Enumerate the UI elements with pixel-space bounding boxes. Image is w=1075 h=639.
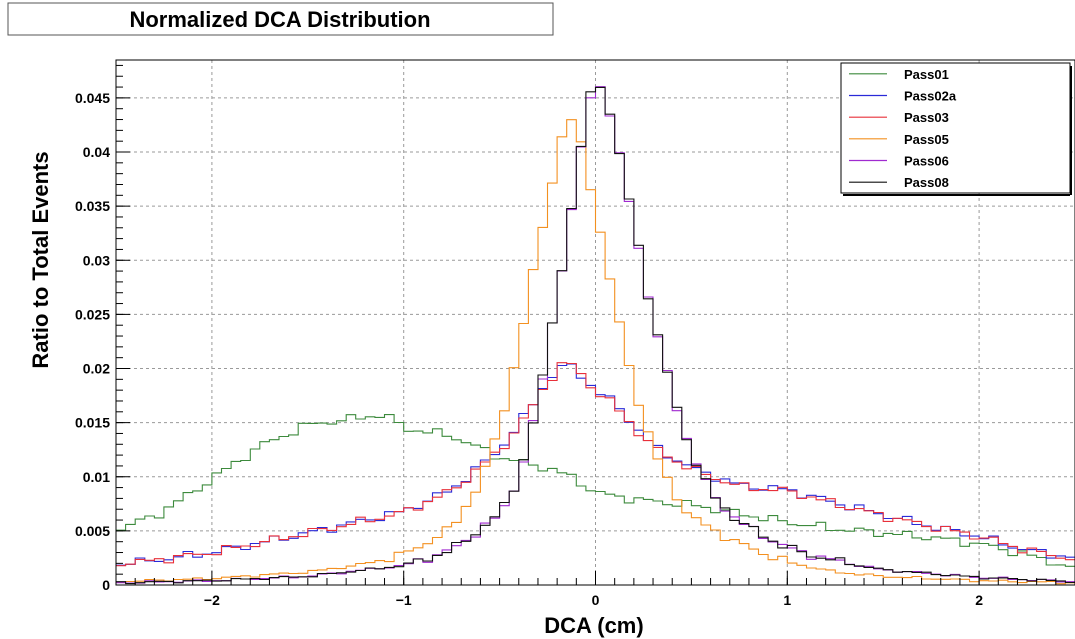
legend-label-pass01: Pass01 — [904, 67, 949, 82]
y-tick-label: 0 — [102, 577, 110, 593]
y-tick-label: 0.045 — [75, 90, 110, 106]
legend: Pass01 Pass02a Pass03 Pass05 Pass06 Pass08 — [840, 62, 1072, 196]
series-line-pass03 — [116, 362, 1075, 567]
y-tick-label: 0.04 — [83, 144, 110, 160]
y-tick-label: 0.005 — [75, 523, 110, 539]
x-tick-label: 1 — [783, 592, 791, 608]
title-box: Normalized DCA Distribution — [7, 2, 554, 36]
x-tick-label: 2 — [975, 592, 983, 608]
legend-label-pass03: Pass03 — [904, 110, 949, 125]
y-tick-label: 0.03 — [83, 252, 110, 268]
axes: −2 −1 0 1 2 0 0.005 0.01 0.015 0.02 0.025 0.03 0.035… — [75, 59, 1075, 608]
y-tick-label: 0.025 — [75, 306, 110, 322]
legend-label-pass02a: Pass02a — [904, 89, 957, 104]
y-axis-label: Ratio to Total Events — [28, 151, 53, 368]
legend-label-pass05: Pass05 — [904, 132, 949, 147]
y-tick-label: 0.02 — [83, 361, 110, 377]
legend-label-pass06: Pass06 — [904, 154, 949, 169]
y-tick-label: 0.035 — [75, 198, 110, 214]
legend-label-pass08: Pass08 — [904, 175, 949, 190]
x-tick-label: 0 — [592, 592, 600, 608]
series-line-pass01 — [116, 414, 1075, 567]
x-tick-label: −2 — [204, 592, 220, 608]
series-lines — [116, 86, 1075, 585]
series-line-pass05 — [116, 119, 1075, 585]
y-tick-label: 0.015 — [75, 415, 110, 431]
y-tick-label: 0.01 — [83, 469, 110, 485]
series-line-pass08 — [116, 86, 1075, 585]
chart-title: Normalized DCA Distribution — [129, 7, 430, 32]
x-tick-label: −1 — [396, 592, 412, 608]
x-axis-label: DCA (cm) — [544, 613, 643, 638]
legend-box — [840, 62, 1071, 194]
